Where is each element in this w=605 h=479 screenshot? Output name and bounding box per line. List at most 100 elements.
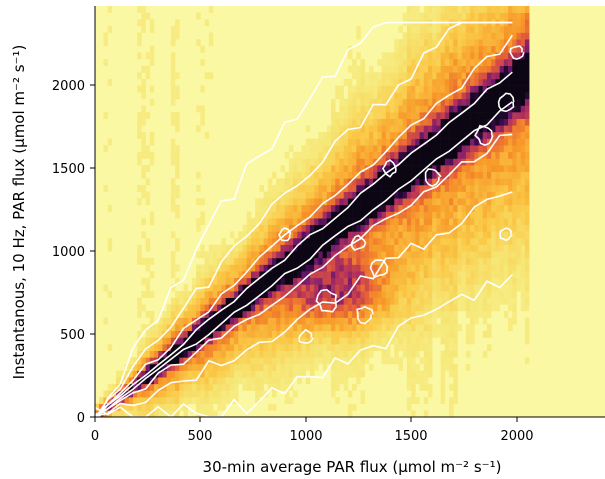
heatmap-cell bbox=[326, 310, 332, 318]
heatmap-cell bbox=[326, 178, 332, 186]
heatmap-cell bbox=[305, 184, 311, 192]
heatmap-cell bbox=[436, 198, 441, 206]
heatmap-cell bbox=[491, 171, 496, 179]
heatmap-cell bbox=[343, 184, 349, 192]
heatmap-cell bbox=[200, 397, 205, 405]
heatmap-cell bbox=[512, 191, 517, 199]
heatmap-cell bbox=[491, 297, 496, 305]
heatmap-cell bbox=[238, 310, 243, 318]
heatmap-cell bbox=[419, 65, 425, 73]
heatmap-cell bbox=[411, 145, 416, 153]
heatmap-cell bbox=[385, 85, 391, 93]
heatmap-cell bbox=[297, 350, 302, 358]
heatmap-cell bbox=[406, 324, 412, 332]
heatmap-cell bbox=[120, 410, 125, 417]
heatmap-cell bbox=[436, 191, 441, 199]
heatmap-cell bbox=[297, 251, 302, 259]
heatmap-cell bbox=[411, 271, 416, 279]
heatmap-cell bbox=[339, 204, 344, 212]
heatmap-cell bbox=[339, 231, 344, 239]
heatmap-cell bbox=[347, 238, 353, 245]
contour-line bbox=[95, 101, 513, 416]
heatmap-cell bbox=[377, 244, 382, 252]
heatmap-cell bbox=[406, 403, 412, 411]
heatmap-cell bbox=[339, 118, 344, 126]
heatmap-cell bbox=[335, 145, 340, 153]
heatmap-cell bbox=[411, 238, 416, 245]
heatmap-cell bbox=[524, 151, 530, 159]
heatmap-cell bbox=[360, 310, 366, 318]
heatmap-cell bbox=[470, 317, 475, 325]
heatmap-cell bbox=[406, 304, 412, 312]
heatmap-cell bbox=[499, 125, 505, 133]
heatmap-cell bbox=[398, 357, 403, 365]
heatmap-cell bbox=[293, 158, 298, 166]
heatmap-cell bbox=[221, 344, 226, 352]
heatmap-cell bbox=[482, 284, 488, 292]
heatmap-cell bbox=[263, 251, 269, 259]
heatmap-cell bbox=[449, 171, 454, 179]
heatmap-cell bbox=[482, 224, 488, 232]
heatmap-cell bbox=[436, 224, 441, 232]
heatmap-cell bbox=[415, 151, 420, 159]
heatmap-cell bbox=[427, 390, 433, 398]
heatmap-cell bbox=[465, 264, 471, 272]
heatmap-cell bbox=[419, 32, 425, 40]
heatmap-cell bbox=[200, 370, 205, 378]
heatmap-cell bbox=[436, 145, 441, 153]
heatmap-cell bbox=[394, 238, 399, 245]
heatmap-cell bbox=[356, 171, 361, 179]
heatmap-cell bbox=[339, 105, 344, 113]
heatmap-cell bbox=[385, 125, 391, 133]
heatmap-cell bbox=[461, 238, 467, 245]
heatmap-cell bbox=[457, 59, 462, 66]
heatmap-cell bbox=[339, 151, 344, 159]
heatmap-cell bbox=[512, 78, 517, 86]
heatmap-cell bbox=[141, 138, 146, 146]
heatmap-cell bbox=[339, 350, 344, 358]
heatmap-cell bbox=[486, 310, 492, 318]
heatmap-cell bbox=[432, 304, 437, 312]
heatmap-cell bbox=[343, 271, 349, 279]
heatmap-cell bbox=[381, 224, 387, 232]
heatmap-cell bbox=[470, 65, 475, 73]
heatmap-cell bbox=[474, 39, 479, 47]
heatmap-cell bbox=[280, 284, 285, 292]
heatmap-cell bbox=[516, 105, 521, 113]
heatmap-cell bbox=[432, 12, 437, 20]
heatmap-cell bbox=[423, 39, 429, 47]
heatmap-cell bbox=[461, 45, 467, 53]
heatmap-cell bbox=[242, 310, 248, 318]
heatmap-cell bbox=[234, 291, 239, 298]
heatmap-cell bbox=[301, 151, 307, 159]
heatmap-cell bbox=[411, 131, 416, 139]
heatmap-cell bbox=[229, 264, 235, 272]
heatmap-cell bbox=[314, 211, 319, 219]
heatmap-cell bbox=[250, 383, 256, 391]
heatmap-cell bbox=[242, 297, 248, 305]
heatmap-cell bbox=[390, 330, 395, 338]
heatmap-cell bbox=[204, 131, 210, 139]
heatmap-cell bbox=[145, 337, 151, 345]
heatmap-cell bbox=[398, 178, 403, 186]
heatmap-cell bbox=[508, 92, 513, 100]
heatmap-cell bbox=[440, 165, 446, 173]
heatmap-cell bbox=[508, 125, 513, 133]
heatmap-cell bbox=[234, 350, 239, 358]
heatmap-cell bbox=[406, 264, 412, 272]
heatmap-cell bbox=[107, 397, 113, 405]
heatmap-cell bbox=[103, 145, 108, 153]
heatmap-cell bbox=[398, 337, 403, 345]
heatmap-cell bbox=[141, 218, 146, 226]
heatmap-cell bbox=[272, 231, 277, 239]
heatmap-cell bbox=[322, 165, 328, 173]
heatmap-cell bbox=[478, 39, 484, 47]
heatmap-cell bbox=[499, 32, 505, 40]
heatmap-cell bbox=[225, 377, 231, 385]
heatmap-cell bbox=[200, 291, 205, 298]
heatmap-cell bbox=[335, 184, 340, 192]
heatmap-cell bbox=[440, 32, 446, 40]
heatmap-cell bbox=[217, 337, 222, 345]
heatmap-cell bbox=[280, 251, 285, 259]
heatmap-cell bbox=[128, 397, 134, 405]
